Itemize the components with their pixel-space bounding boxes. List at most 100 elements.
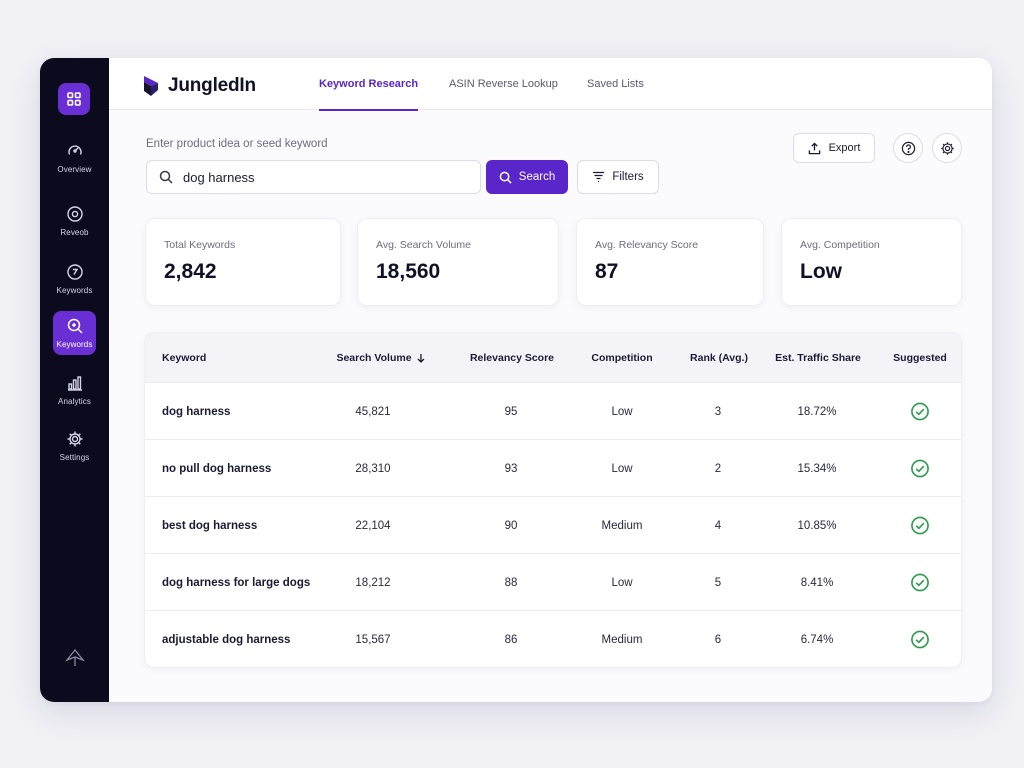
- sidebar-item-keywords-active[interactable]: Keywords: [53, 311, 96, 355]
- column-header-competition[interactable]: Competition: [591, 352, 653, 364]
- table-row[interactable]: no pull dog harness 28,310 93 Low 2 15.3…: [145, 440, 961, 497]
- keyword-tag-icon: [66, 264, 83, 280]
- cell-relevancy: 86: [504, 633, 518, 646]
- search-icon: [159, 170, 173, 184]
- tab-asin-reverse-lookup[interactable]: ASIN Reverse Lookup: [449, 78, 558, 90]
- settings-button[interactable]: [932, 133, 962, 163]
- cell-keyword: best dog harness: [162, 519, 258, 532]
- column-header-label: Search Volume: [336, 352, 412, 364]
- search-button-label: Search: [518, 171, 556, 183]
- stat-card-total-keywords: Total Keywords 2,842: [145, 218, 341, 306]
- target-icon: [66, 206, 83, 222]
- stat-card-avg-relevancy-score: Avg. Relevancy Score 87: [576, 218, 764, 306]
- search-input-wrapper[interactable]: [146, 160, 481, 194]
- search-button[interactable]: Search: [486, 160, 568, 194]
- cell-relevancy: 95: [504, 405, 518, 418]
- help-button[interactable]: [893, 133, 923, 163]
- cell-keyword: dog harness for large dogs: [162, 576, 311, 589]
- export-button-label: Export: [828, 142, 861, 154]
- search-input[interactable]: [183, 169, 453, 185]
- export-button[interactable]: Export: [793, 133, 875, 163]
- cell-search-volume: 18,212: [355, 576, 391, 589]
- keyword-table: Keyword Search Volume Relevancy Score Co…: [144, 332, 962, 668]
- sidebar-item-label: Settings: [59, 453, 90, 462]
- table-row[interactable]: dog harness for large dogs 18,212 88 Low…: [145, 554, 961, 611]
- filters-button[interactable]: Filters: [577, 160, 659, 194]
- cell-rank: 2: [714, 462, 722, 475]
- check-circle-icon: [911, 459, 929, 478]
- tab-saved-lists[interactable]: Saved Lists: [587, 78, 644, 90]
- cell-traffic-share: 18.72%: [797, 405, 837, 418]
- cell-keyword: no pull dog harness: [162, 462, 272, 475]
- sidebar-item-label: Analytics: [58, 397, 91, 406]
- main-content: JungledIn Keyword Research ASIN Reverse …: [109, 58, 992, 702]
- cell-competition: Low: [611, 576, 633, 589]
- brand[interactable]: JungledIn: [142, 75, 256, 97]
- sidebar-item-reveob[interactable]: Reveob: [53, 199, 96, 243]
- table-row[interactable]: adjustable dog harness 15,567 86 Medium …: [145, 611, 961, 667]
- cell-keyword: adjustable dog harness: [162, 633, 291, 646]
- sidebar-item-label: Keywords: [56, 286, 93, 295]
- sidebar-item-keywords[interactable]: Keywords: [53, 257, 96, 301]
- app-grid-icon[interactable]: [58, 83, 90, 115]
- cell-suggested: [911, 497, 930, 554]
- table-row[interactable]: dog harness 45,821 95 Low 3 18.72%: [145, 383, 961, 440]
- brand-logo-icon: [144, 76, 158, 96]
- overview-icon: [67, 145, 82, 155]
- top-navigation: JungledIn Keyword Research ASIN Reverse …: [109, 58, 992, 111]
- sidebar-item-settings[interactable]: Settings: [53, 424, 96, 468]
- stat-value: 18,560: [376, 260, 441, 283]
- stat-card-avg-search-volume: Avg. Search Volume 18,560: [357, 218, 559, 306]
- keyword-search-icon: [67, 318, 83, 334]
- cell-traffic-share: 15.34%: [797, 462, 837, 475]
- cell-relevancy: 93: [504, 462, 518, 475]
- cell-search-volume: 45,821: [355, 405, 391, 418]
- sort-descending-icon: [417, 354, 425, 363]
- column-header-traffic-share[interactable]: Est. Traffic Share: [775, 352, 861, 364]
- search-label: Enter product idea or seed keyword: [146, 138, 328, 150]
- sidebar-item-label: Keywords: [56, 340, 93, 349]
- sidebar: Overview Reveob Keywords Keywords: [40, 58, 109, 702]
- cell-suggested: [911, 611, 930, 667]
- sidebar-item-overview[interactable]: Overview: [53, 136, 96, 180]
- app-window: Overview Reveob Keywords Keywords: [40, 58, 992, 702]
- stat-label: Total Keywords: [164, 239, 236, 251]
- stat-card-avg-competition: Avg. Competition Low: [781, 218, 962, 306]
- column-header-search-volume[interactable]: Search Volume: [336, 333, 425, 383]
- cell-search-volume: 15,567: [355, 633, 391, 646]
- cell-search-volume: 22,104: [355, 519, 391, 532]
- check-circle-icon: [911, 402, 929, 421]
- cell-rank: 3: [714, 405, 722, 418]
- help-icon: [901, 141, 915, 155]
- column-header-keyword[interactable]: Keyword: [162, 352, 207, 364]
- column-header-suggested[interactable]: Suggested: [893, 352, 947, 364]
- tab-keyword-research[interactable]: Keyword Research: [319, 58, 419, 111]
- collapse-sidebar-icon[interactable]: [65, 648, 85, 668]
- cell-search-volume: 28,310: [355, 462, 391, 475]
- table-row[interactable]: best dog harness 22,104 90 Medium 4 10.8…: [145, 497, 961, 554]
- bar-chart-icon: [67, 376, 82, 391]
- cell-competition: Low: [611, 405, 633, 418]
- cell-suggested: [911, 554, 930, 611]
- stat-value: Low: [800, 260, 842, 283]
- cell-relevancy: 88: [504, 576, 518, 589]
- column-header-relevancy-score[interactable]: Relevancy Score: [469, 352, 555, 364]
- sidebar-item-label: Overview: [57, 165, 92, 174]
- cell-competition: Medium: [601, 633, 643, 646]
- cell-rank: 6: [714, 633, 722, 646]
- cell-traffic-share: 10.85%: [797, 519, 837, 532]
- stat-label: Avg. Search Volume: [376, 239, 471, 251]
- sidebar-item-analytics[interactable]: Analytics: [53, 368, 96, 412]
- cell-relevancy: 90: [504, 519, 518, 532]
- upload-icon: [808, 141, 820, 154]
- check-circle-icon: [911, 516, 929, 535]
- cell-suggested: [911, 440, 930, 497]
- cell-traffic-share: 8.41%: [800, 576, 834, 589]
- table-header: Keyword Search Volume Relevancy Score Co…: [145, 333, 961, 383]
- check-circle-icon: [911, 630, 929, 649]
- gear-icon: [67, 431, 82, 447]
- column-header-rank[interactable]: Rank (Avg.): [690, 352, 748, 364]
- cell-keyword: dog harness: [162, 405, 231, 418]
- sidebar-item-label: Reveob: [60, 228, 89, 237]
- filter-icon: [593, 171, 605, 183]
